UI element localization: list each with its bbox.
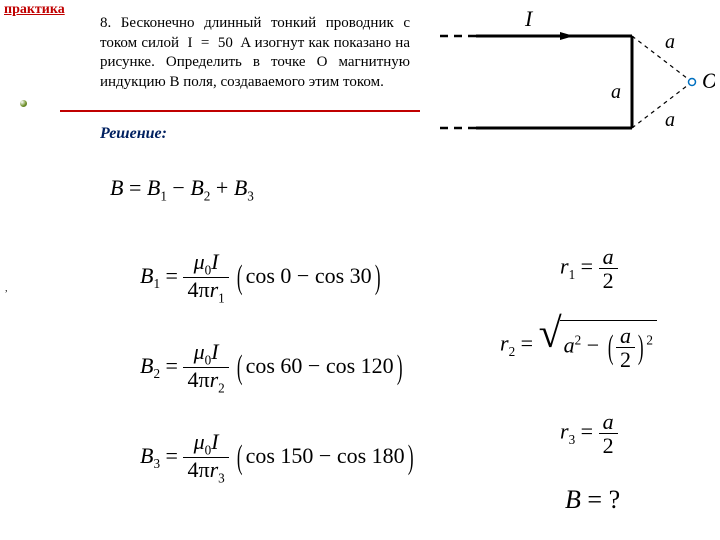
formula-main: B = B1 − B2 + B3: [110, 175, 254, 204]
formula-r2: r2 = √ a2 − ( a 2 )2: [500, 320, 657, 371]
wire-diagram: I O a a a: [440, 8, 715, 163]
problem-text: 8. Бесконечно длинный тонкий проводник с…: [100, 14, 410, 92]
formula-b3: B3 = μ0I 4πr3 (cos 150 − cos 180): [140, 430, 416, 486]
o-label: O: [702, 68, 715, 93]
svg-text:a: a: [665, 109, 675, 131]
formula-bq: B = ?: [565, 485, 620, 515]
comma: ,: [5, 283, 8, 294]
svg-text:a: a: [665, 31, 675, 53]
formula-b2: B2 = μ0I 4πr2 (cos 60 − cos 120): [140, 340, 405, 396]
formula-r3: r3 = a 2: [560, 410, 618, 457]
bullet-icon: [20, 100, 27, 107]
formula-b1: B1 = μ0I 4πr1 (cos 0 − cos 30): [140, 250, 383, 306]
underline: [60, 110, 420, 112]
i-label: I: [524, 8, 534, 31]
svg-text:a: a: [611, 81, 621, 103]
formula-r1: r1 = a 2: [560, 245, 618, 292]
practice-label: практика: [4, 2, 65, 18]
solution-label: Решение:: [100, 125, 167, 143]
